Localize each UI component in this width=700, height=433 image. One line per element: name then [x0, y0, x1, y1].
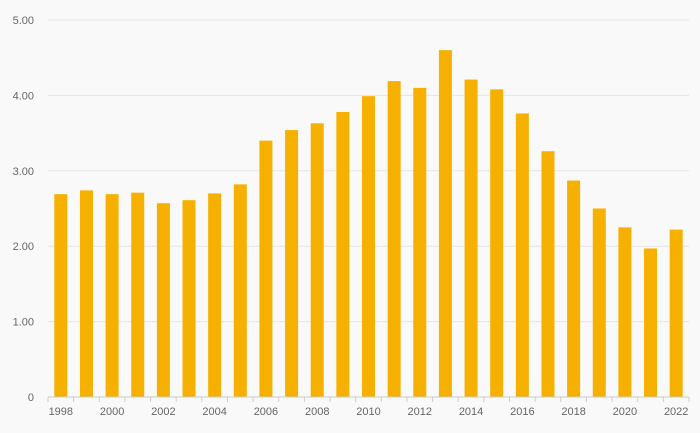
x-tick-label: 2008 — [305, 406, 329, 418]
bar-2008 — [310, 123, 324, 397]
bar-2017 — [541, 151, 555, 397]
x-tick-label: 2020 — [613, 406, 637, 418]
y-tick-label: 3.00 — [13, 166, 34, 178]
bar-2010 — [362, 96, 375, 398]
bar-2001 — [131, 192, 145, 397]
bar-2006 — [259, 140, 273, 397]
x-tick-label: 1998 — [49, 406, 73, 418]
bar-2018 — [567, 180, 581, 397]
x-tick-label: 2006 — [254, 406, 278, 418]
bar-2009 — [336, 111, 350, 397]
bar-2012 — [413, 87, 427, 398]
bar-2019 — [592, 208, 606, 397]
y-tick-label: 4.00 — [13, 90, 34, 102]
bar-2003 — [182, 200, 196, 397]
y-axis-labels: 0 1.00 2.00 3.00 4.00 5.00 — [13, 15, 34, 404]
x-axis — [47, 396, 690, 402]
x-tick-label: 2022 — [664, 406, 688, 418]
bar-2005 — [233, 184, 247, 397]
bar-2007 — [285, 130, 299, 398]
x-tick-label: 2018 — [561, 406, 585, 418]
bar-2016 — [515, 113, 529, 397]
bar-2020 — [618, 227, 632, 397]
x-tick-label: 2014 — [459, 406, 483, 418]
x-tick-label: 2004 — [202, 406, 226, 418]
bar-2014 — [464, 79, 478, 397]
bar-2011 — [387, 81, 401, 397]
x-tick-label: 2012 — [408, 406, 432, 418]
bar-2015 — [490, 89, 504, 398]
bar-2022 — [669, 229, 683, 397]
x-tick-label: 2016 — [510, 406, 534, 418]
bar-1998 — [54, 194, 68, 397]
x-tick-label: 2010 — [356, 406, 380, 418]
x-tick-label: 2000 — [100, 406, 124, 418]
bars — [54, 50, 683, 398]
bar-2002 — [156, 203, 170, 397]
x-tick-label: 2002 — [151, 406, 175, 418]
y-tick-label: 0 — [28, 392, 34, 404]
bar-2021 — [644, 248, 658, 397]
bar-1999 — [79, 190, 93, 397]
y-tick-label: 2.00 — [13, 241, 34, 253]
y-tick-label: 1.00 — [13, 317, 34, 329]
y-tick-label: 5.00 — [13, 15, 34, 27]
bar-2000 — [105, 194, 119, 397]
x-axis-labels: 1998 2000 2002 2004 2006 2008 2010 2012 2014 2016… — [49, 406, 689, 418]
bar-2013 — [438, 50, 452, 397]
bar-2004 — [208, 193, 222, 397]
